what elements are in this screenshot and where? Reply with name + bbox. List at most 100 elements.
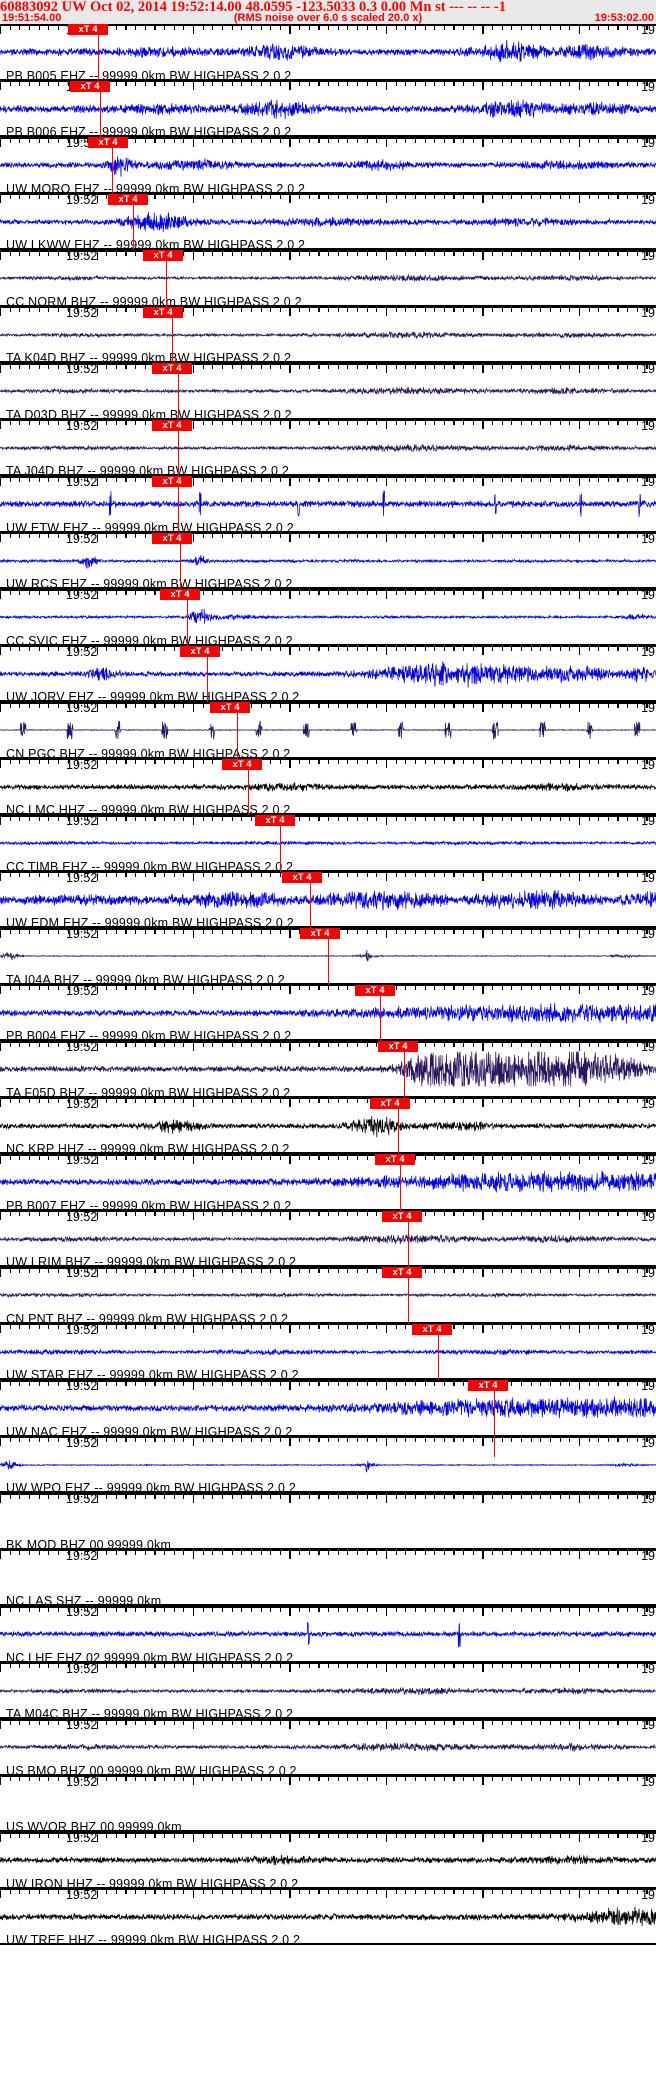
trace-row[interactable]: 19:52 19 xT 4 CN PGC BHZ -- 99999.0km BW HI… xyxy=(0,702,656,759)
axis-tick xyxy=(279,251,281,256)
trigger-marker[interactable]: xT 4 xyxy=(355,984,395,996)
trace-row[interactable]: 19:52 19 xT 4 UW ETW EHZ -- 99999.0km BW HI… xyxy=(0,476,656,533)
axis-tick xyxy=(279,1720,281,1725)
trace-row[interactable]: 19:52 19 xT 4 UW STAR EHZ -- 99999.0km BW H… xyxy=(0,1323,656,1380)
trigger-marker[interactable]: xT 4 xyxy=(152,363,192,374)
trace-row[interactable]: 19:52 19 xT 4 NC LMC HHZ -- 99999.0km BW HI… xyxy=(0,758,656,815)
trigger-marker[interactable]: xT 4 xyxy=(143,250,183,261)
row-separator xyxy=(0,587,656,589)
axis-tick xyxy=(347,1720,349,1725)
axis-tick xyxy=(501,195,503,200)
trigger-marker[interactable]: xT 4 xyxy=(255,815,295,826)
trigger-marker[interactable]: xT 4 xyxy=(210,702,250,713)
trace-row[interactable]: 19:52 19 xT 4 CC NORM BHZ -- 99999.0km BW H… xyxy=(0,250,656,307)
axis-tick xyxy=(617,251,619,256)
trace-row[interactable]: 19:52 19 xT 4 TA K04D BHZ -- 99999.0km BW H… xyxy=(0,306,656,363)
axis-tick xyxy=(636,816,638,821)
axis-tick xyxy=(260,647,262,652)
trigger-marker[interactable]: xT 4 xyxy=(68,24,108,35)
trace-row[interactable]: 19:52 19 xT 4 UW LKWW EHZ -- 99999.0km BW H… xyxy=(0,193,656,250)
axis-tick xyxy=(173,873,175,878)
trace-row[interactable]: 19:52 19 US WVOR BHZ 00 99999.0km xyxy=(0,1775,656,1832)
trigger-marker[interactable]: xT 4 xyxy=(152,532,192,544)
axis-tick xyxy=(385,816,388,825)
axis-tick xyxy=(212,1155,214,1160)
trigger-marker[interactable]: xT 4 xyxy=(222,758,262,770)
trace-row[interactable]: 19:52 19 xT 4 PB B007 EHZ -- 99999.0km BW H… xyxy=(0,1154,656,1211)
axis-tick xyxy=(106,364,108,369)
axis-tick xyxy=(636,760,638,765)
trigger-marker[interactable]: xT 4 xyxy=(88,137,128,148)
trace-row[interactable]: 19:52 19 UW IRON HHZ -- 99999.0km BW HIGHP… xyxy=(0,1832,656,1889)
trigger-marker[interactable]: xT 4 xyxy=(160,589,200,600)
trace-row[interactable]: 19:52 19 xT 4 CC SVIC EHZ -- 99999.0km BW H… xyxy=(0,589,656,646)
trace-row[interactable]: 19:52 19 xT 4 UW EDM EHZ -- 99999.0km BW HI… xyxy=(0,871,656,928)
axis-tick xyxy=(549,1325,552,1330)
trace-row[interactable]: 19:52 19 xT 4 TA J04D BHZ -- 99999.0km BW H… xyxy=(0,419,656,476)
trigger-marker[interactable]: xT 4 xyxy=(70,80,110,92)
trace-row[interactable]: 19:52 19 xT 4 TA D03D BHZ -- 99999.0km BW H… xyxy=(0,363,656,420)
trace-row[interactable]: 19:52 19 UW TREE HHZ -- 99999.0km BW HIGHP… xyxy=(0,1888,656,1945)
axis-tick xyxy=(106,195,108,200)
axis-tick xyxy=(337,1381,339,1386)
trace-row[interactable]: 19:52 19 xT 4 UW JORV EHZ -- 99999.0km BW H… xyxy=(0,645,656,702)
trigger-marker[interactable]: xT 4 xyxy=(468,1380,508,1391)
trace-row[interactable]: 19:52 19 xT 4 NC KRP HHZ -- 99999.0km BW HI… xyxy=(0,1097,656,1154)
trigger-marker[interactable]: xT 4 xyxy=(378,1041,418,1052)
trigger-marker[interactable]: xT 4 xyxy=(382,1267,422,1278)
trigger-marker[interactable]: xT 4 xyxy=(180,645,220,657)
trace-row[interactable]: 19:52 19 xT 4 UW RCS EHZ -- 99999.0km BW HI… xyxy=(0,532,656,589)
trigger-marker[interactable]: xT 4 xyxy=(152,476,192,487)
axis-tick xyxy=(328,1664,330,1669)
axis-tick xyxy=(154,929,156,934)
axis-tick xyxy=(501,25,503,30)
trace-row[interactable]: 19:52 19 xT 4 CC TIMB EHZ -- 99999.0km BW H… xyxy=(0,815,656,872)
trace-row[interactable]: 19:52 19 xT 4 UW NAC EHZ -- 99999.0km BW HI… xyxy=(0,1380,656,1437)
axis-tick xyxy=(183,1833,185,1838)
axis-tick xyxy=(559,1890,561,1895)
axis-tick xyxy=(443,590,445,595)
axis-tick xyxy=(115,534,117,539)
trigger-marker[interactable]: xT 4 xyxy=(370,1097,410,1109)
trigger-marker[interactable]: xT 4 xyxy=(108,193,148,205)
trace-row[interactable]: 19:52 19 xT 4 PB B004 EHZ -- 99999.0km BW H… xyxy=(0,984,656,1041)
axis-tick xyxy=(250,308,252,313)
trace-row[interactable]: 19:52 19 UW WPO EHZ -- 99999.0km BW HIGHPA… xyxy=(0,1436,656,1493)
trace-row[interactable]: 19:52 19 NC LAS SHZ -- 99999.0km xyxy=(0,1549,656,1606)
trigger-marker[interactable]: xT 4 xyxy=(300,928,340,939)
axis-tick xyxy=(57,1381,60,1386)
axis-tick xyxy=(67,1042,69,1047)
axis-tick xyxy=(241,1381,243,1386)
axis-tick xyxy=(472,195,474,200)
axis-tick xyxy=(530,929,532,934)
trace-row[interactable]: 19:52 19 NC LHE EHZ 02 99999.0km BW HIGHPA… xyxy=(0,1606,656,1663)
trace-row[interactable]: 19:52 19 xT 4 UW LRIM BHZ -- 99999.0km BW H… xyxy=(0,1210,656,1267)
axis-tick xyxy=(520,364,523,369)
axis-tick xyxy=(250,1777,252,1782)
trace-row[interactable]: 19:52 19 xT 4 TA I04A BHZ -- 99999.0km BW H… xyxy=(0,928,656,985)
axis-tick xyxy=(588,195,590,200)
trigger-marker[interactable]: xT 4 xyxy=(382,1210,422,1222)
trigger-marker[interactable]: xT 4 xyxy=(143,306,183,318)
axis-tick xyxy=(588,1494,590,1499)
axis-tick xyxy=(328,1438,330,1443)
trace-row[interactable]: 19:52 19 xT 4 TA F05D BHZ -- 99999.0km BW H… xyxy=(0,1041,656,1098)
trigger-marker[interactable]: xT 4 xyxy=(152,419,192,431)
axis-tick xyxy=(308,25,310,30)
trigger-marker[interactable]: xT 4 xyxy=(375,1154,415,1165)
axis-tick xyxy=(19,1720,21,1725)
axis-tick xyxy=(270,1777,272,1782)
trace-row[interactable]: 19:52 19 xT 4 CN PNT BHZ -- 99999.0km BW HI… xyxy=(0,1267,656,1324)
axis-tick xyxy=(231,1890,233,1895)
axis-tick xyxy=(376,1607,378,1612)
trace-row[interactable]: 19:52 19 xT 4 UW MQRO EHZ -- 99999.0km BW H… xyxy=(0,137,656,194)
trace-row[interactable]: 19:52 19 US BMO BHZ 00 99999.0km BW HIGHPA… xyxy=(0,1719,656,1776)
trace-row[interactable]: 19:52 19 TA M04C BHZ -- 99999.0km BW HIGHP… xyxy=(0,1662,656,1719)
trigger-marker[interactable]: xT 4 xyxy=(412,1323,452,1335)
axis-tick xyxy=(559,25,561,30)
trace-row[interactable]: 19:52 19 BK MOD BHZ 00 99999.0km xyxy=(0,1493,656,1550)
trigger-marker[interactable]: xT 4 xyxy=(282,871,322,883)
axis-tick xyxy=(125,1268,127,1273)
